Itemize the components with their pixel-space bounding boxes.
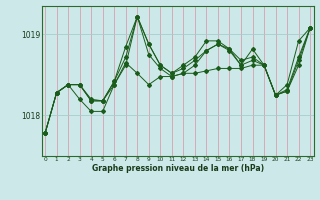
X-axis label: Graphe pression niveau de la mer (hPa): Graphe pression niveau de la mer (hPa) <box>92 164 264 173</box>
